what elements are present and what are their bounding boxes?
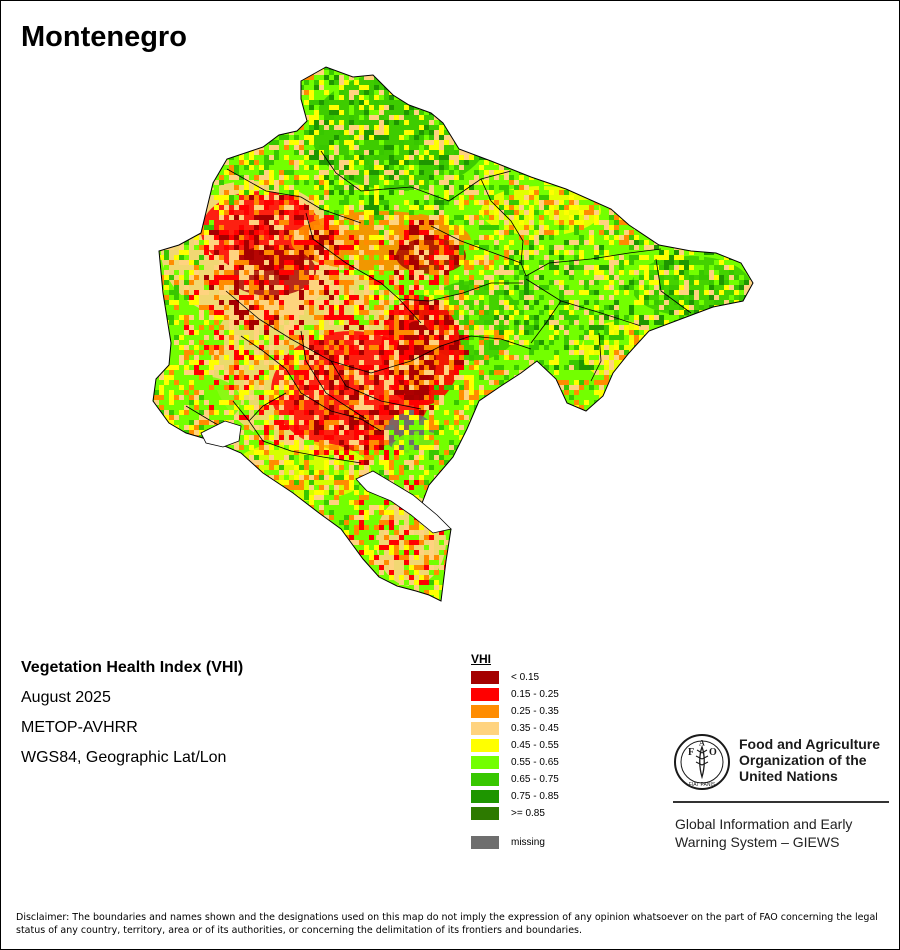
legend-swatch <box>471 722 499 735</box>
projection-label: WGS84, Geographic Lat/Lon <box>21 749 227 766</box>
legend-swatch <box>471 688 499 701</box>
vhi-raster <box>153 67 753 601</box>
legend-item-045-055: 0.45 - 0.55 <box>471 738 559 755</box>
legend-label: >= 0.85 <box>511 808 545 819</box>
sensor-label: METOP-AVHRR <box>21 719 138 736</box>
disclaimer-text: Disclaimer: The boundaries and names sho… <box>16 912 878 936</box>
legend-label: 0.65 - 0.75 <box>511 774 559 785</box>
legend-swatch <box>471 671 499 684</box>
legend-label: 0.25 - 0.35 <box>511 706 559 717</box>
giews-label-line: Global Information and Early <box>675 816 853 832</box>
organization-name: Food and Agriculture Organization of the… <box>739 736 899 784</box>
legend-item-035-045: 0.35 - 0.45 <box>471 721 559 738</box>
legend-item-ge085: >= 0.85 <box>471 806 545 823</box>
legend-swatch <box>471 756 499 769</box>
legend-item-015-025: 0.15 - 0.25 <box>471 687 559 704</box>
admin-boundaries <box>185 150 692 464</box>
product-name: Vegetation Health Index (VHI) <box>21 659 244 676</box>
vhi-legend: VHI < 0.15 0.15 - 0.25 0.25 - 0.35 0.35 … <box>471 652 559 852</box>
legend-label: 0.35 - 0.45 <box>511 723 559 734</box>
legend-swatch <box>471 807 499 820</box>
legend-item-065-075: 0.65 - 0.75 <box>471 772 559 789</box>
legend-item-025-035: 0.25 - 0.35 <box>471 704 559 721</box>
legend-title: VHI <box>471 652 492 666</box>
legend-swatch <box>471 836 499 849</box>
legend-label: < 0.15 <box>511 672 540 683</box>
skadar-lake <box>355 470 452 534</box>
legend-swatch <box>471 773 499 786</box>
fao-motto: FIAT PANIS <box>689 782 716 788</box>
legend-label: 0.15 - 0.25 <box>511 689 559 700</box>
legend-label: 0.45 - 0.55 <box>511 740 559 751</box>
legend-swatch <box>471 739 499 752</box>
fao-letter-f: F <box>688 747 694 758</box>
map-info: Vegetation Health Index (VHI) August 202… <box>21 657 243 777</box>
bay-of-kotor <box>200 420 242 448</box>
organization-name-line: Food and Agriculture <box>739 736 881 752</box>
legend-label: missing <box>511 837 545 848</box>
legend-item-lt015: < 0.15 <box>471 670 539 687</box>
organization-name-line: United Nations <box>739 768 838 784</box>
legend-item-075-085: 0.75 - 0.85 <box>471 789 559 806</box>
legend-swatch <box>471 705 499 718</box>
legend-item-missing: missing <box>471 835 545 852</box>
fao-letter-o: O <box>709 747 717 758</box>
legend-item-055-065: 0.55 - 0.65 <box>471 755 559 772</box>
organization-name-line: Organization of the <box>739 752 867 768</box>
legend-label: 0.75 - 0.85 <box>511 791 559 802</box>
fao-emblem-icon: F A O FIAT PANIS <box>674 734 730 790</box>
giews-label: Global Information and Early Warning Sys… <box>675 815 895 851</box>
map-title: Montenegro <box>21 21 187 53</box>
legend-swatch <box>471 790 499 803</box>
fao-letter-a: A <box>699 739 705 748</box>
vhi-map <box>152 66 754 602</box>
period-label: August 2025 <box>21 689 111 706</box>
legend-label: 0.55 - 0.65 <box>511 757 559 768</box>
giews-label-line: Warning System – GIEWS <box>675 834 840 850</box>
logo-divider <box>673 801 889 803</box>
